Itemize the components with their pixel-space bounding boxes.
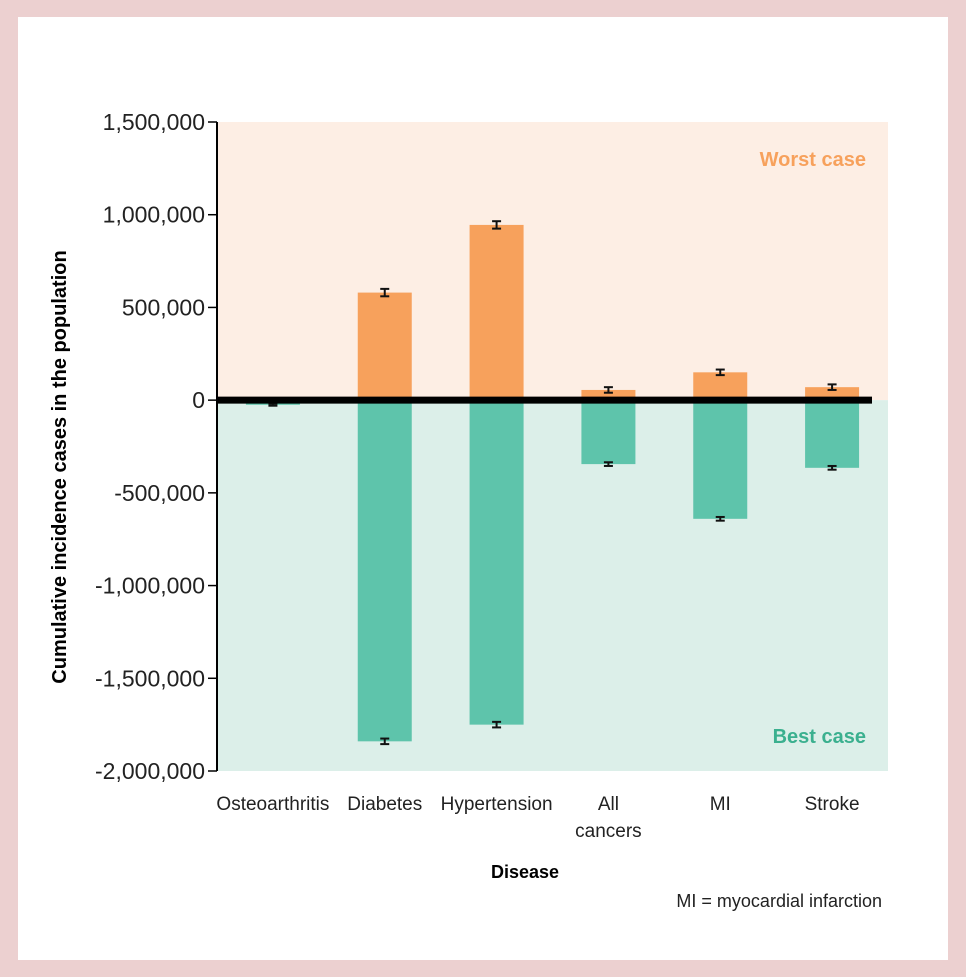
error-bar-best-5: [827, 464, 837, 471]
worst-case-label: Worst case: [760, 149, 866, 171]
error-bar-worst-4: [715, 368, 725, 377]
y-tick-label-4: -500,000: [114, 480, 205, 506]
error-bar-best-1: [380, 737, 390, 746]
best-case-region: [217, 400, 888, 771]
x-tick-label-2: Hypertension: [441, 794, 553, 815]
error-bar-best-2: [492, 720, 502, 729]
worst-case-region: [217, 122, 888, 401]
x-ticks-group: Osteoarthritis Diabetes Hypertension All can…: [216, 794, 859, 842]
best-case-label: Best case: [773, 726, 866, 748]
y-tick-label-6: -1,500,000: [95, 665, 205, 691]
y-tick-label-2: 500,000: [122, 294, 205, 320]
y-ticks-group: 1,500,000 1,000,000 500,000 0 -500,000 -1,000…: [95, 109, 217, 784]
error-bar-best-3: [603, 461, 613, 467]
bars-group: [245, 220, 860, 746]
bar-worst-1: [357, 292, 412, 401]
x-tick-label-5: Stroke: [805, 794, 860, 815]
x-tick-label-4: MI: [710, 794, 731, 815]
x-tick-label-1: Diabetes: [347, 794, 422, 815]
bar-worst-4: [693, 372, 748, 401]
bar-worst-2: [469, 224, 524, 401]
bar-best-3: [581, 400, 636, 465]
error-bar-best-0: [268, 402, 278, 407]
x-axis-label: Disease: [491, 862, 559, 882]
error-bar-worst-5: [827, 383, 837, 391]
bar-best-1: [357, 400, 412, 742]
y-tick-label-0: 1,500,000: [103, 109, 205, 135]
bar-best-5: [805, 400, 860, 468]
bar-best-2: [469, 400, 524, 725]
x-tick-label-0: Osteoarthritis: [216, 794, 329, 815]
y-tick-label-1: 1,000,000: [103, 202, 205, 228]
y-tick-label-5: -1,000,000: [95, 573, 205, 599]
y-axis-label: Cumulative incidence cases in the popula…: [49, 250, 71, 683]
error-bar-worst-2: [492, 220, 502, 230]
bar-worst-3: [581, 389, 636, 401]
error-bar-best-4: [715, 515, 725, 522]
bar-best-4: [693, 400, 748, 519]
error-bar-worst-1: [380, 287, 390, 298]
y-tick-label-7: -2,000,000: [95, 758, 205, 784]
y-tick-label-3: 0: [192, 387, 205, 413]
error-bar-worst-3: [603, 386, 613, 394]
x-tick-label-3: All cancers: [575, 794, 642, 842]
footnote: MI = myocardial infarction: [676, 891, 882, 911]
